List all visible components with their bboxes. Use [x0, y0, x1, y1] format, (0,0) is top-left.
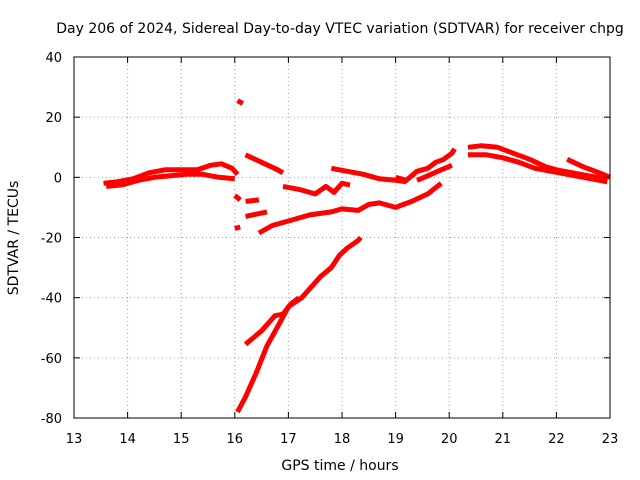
y-tick-label: 0 — [54, 171, 62, 186]
series-track-1 — [103, 161, 240, 186]
y-axis-label: SDTVAR / TECUs — [6, 181, 22, 296]
series-track-11 — [330, 165, 407, 185]
series-track-8 — [244, 209, 268, 219]
series-track-16 — [566, 157, 611, 180]
y-tick-label: -40 — [41, 292, 62, 307]
series-track-6 — [245, 197, 260, 204]
ticks: 13 14 15 16 17 18 19 20 21 22 23 -80 -60 -40 -20 0 20 40 — [41, 51, 619, 447]
x-tick-label: 14 — [119, 432, 136, 447]
series-track-14 — [467, 143, 608, 182]
series-track-2 — [105, 171, 236, 189]
series-track-13 — [416, 162, 453, 183]
x-tick-label: 13 — [66, 432, 83, 447]
grid — [74, 57, 610, 418]
x-tick-label: 23 — [602, 432, 619, 447]
series-track-10 — [282, 180, 351, 197]
x-tick-label: 20 — [441, 432, 458, 447]
y-tick-label: 20 — [45, 111, 62, 126]
x-tick-label: 16 — [227, 432, 244, 447]
y-tick-label: 40 — [45, 51, 62, 66]
x-tick-label: 18 — [334, 432, 351, 447]
y-tick-label: -20 — [41, 232, 62, 247]
series-track-15 — [468, 152, 608, 185]
x-tick-label: 19 — [387, 432, 404, 447]
series-track-4 — [244, 152, 285, 175]
x-tick-label: 15 — [173, 432, 190, 447]
x-tick-label: 17 — [280, 432, 297, 447]
x-tick-label: 22 — [548, 432, 565, 447]
series-track-12 — [394, 147, 457, 183]
series-track-3 — [236, 98, 245, 106]
x-tick-label: 21 — [495, 432, 512, 447]
y-tick-label: -60 — [41, 352, 62, 367]
y-tick-label: -80 — [41, 412, 62, 427]
series-track-17 — [235, 235, 363, 414]
chart-title: Day 206 of 2024, Sidereal Day-to-day VTE… — [56, 21, 624, 37]
series-track-18 — [243, 295, 301, 347]
series-track-7 — [234, 224, 241, 231]
series-track-9 — [257, 181, 443, 236]
data-layer — [103, 98, 611, 414]
series-track-5 — [233, 193, 242, 202]
x-axis-label: GPS time / hours — [281, 458, 398, 474]
